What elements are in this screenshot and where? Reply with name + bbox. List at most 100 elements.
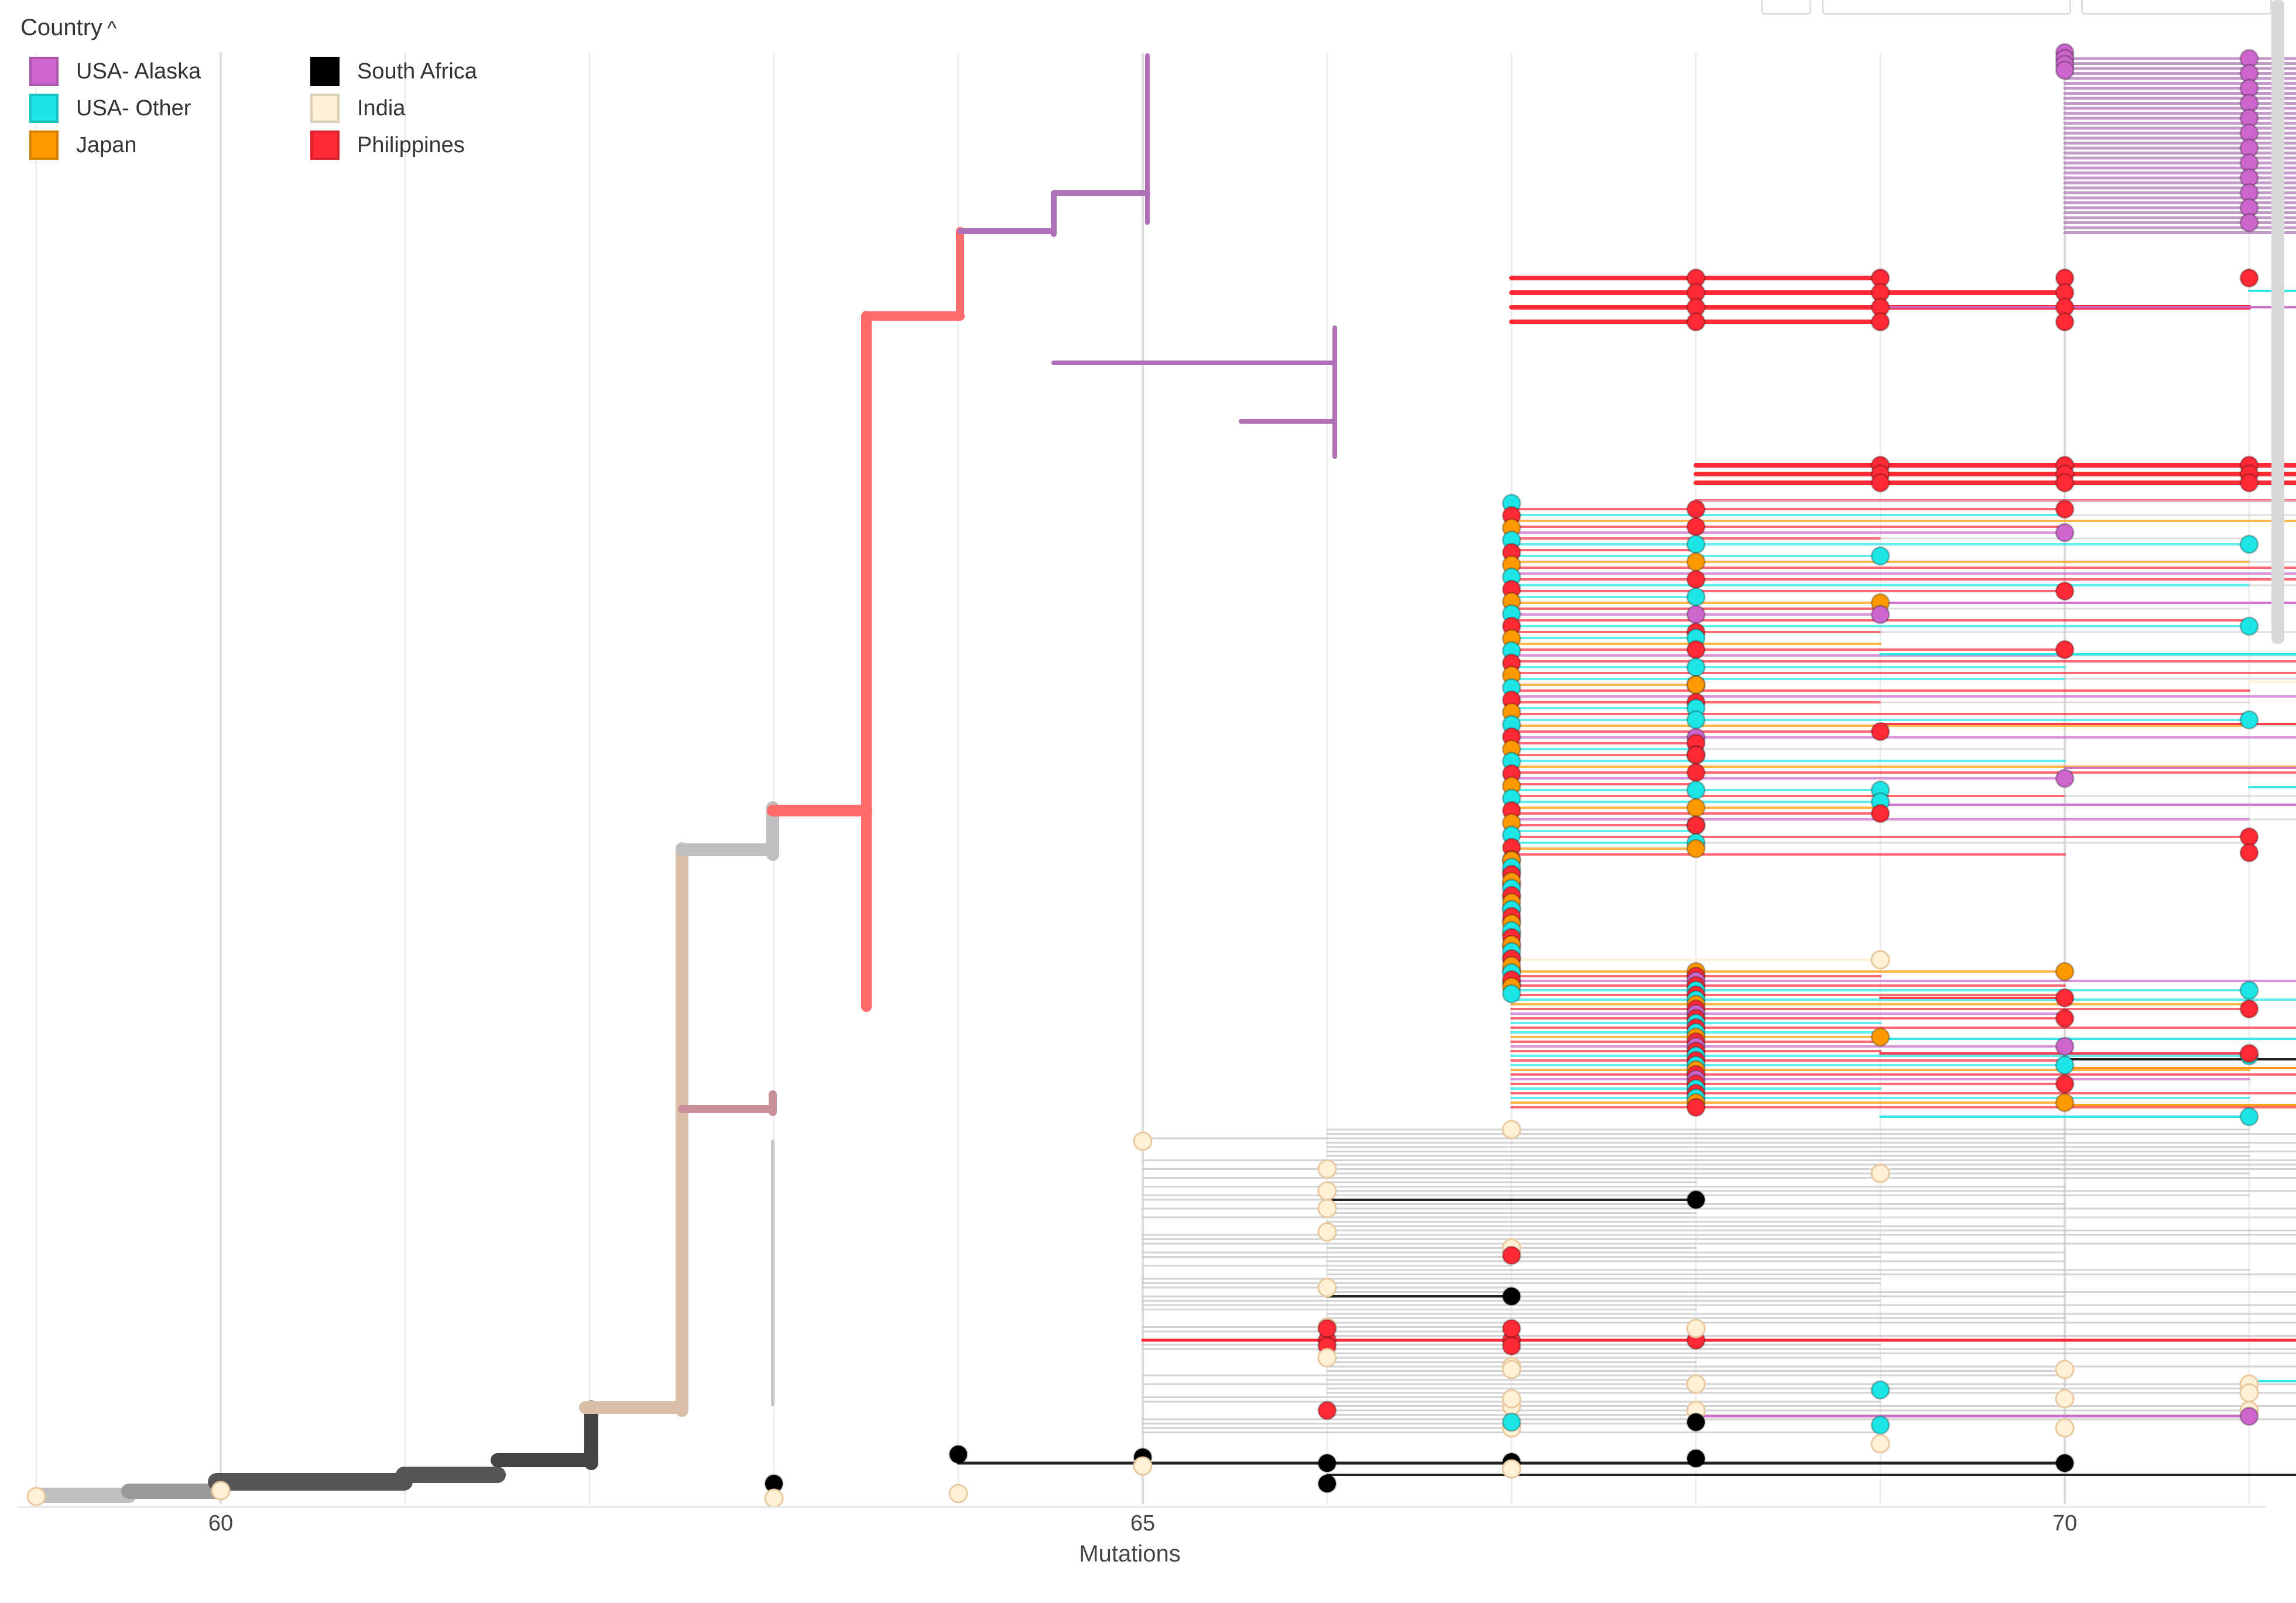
tip-point xyxy=(1686,499,1706,519)
tip-point xyxy=(1686,675,1706,695)
tip-point xyxy=(1317,1159,1337,1179)
tip-point xyxy=(1502,1286,1521,1306)
toolbar-button[interactable] xyxy=(1822,0,2071,15)
tip-point xyxy=(2239,534,2259,554)
tip-point xyxy=(1133,1131,1153,1151)
scrollbar[interactable] xyxy=(2271,0,2284,644)
tip-point xyxy=(2055,523,2075,543)
tip-point xyxy=(2055,962,2075,981)
toolbar-button[interactable] xyxy=(1761,0,1811,15)
tip-point xyxy=(2055,499,2075,519)
tip-point xyxy=(2055,988,2075,1008)
tip-point xyxy=(1686,798,1706,818)
tip-point xyxy=(2055,1389,2075,1409)
tip-point xyxy=(1317,1278,1337,1297)
tip-point xyxy=(1870,1163,1890,1183)
tip-point xyxy=(1686,1319,1706,1338)
tip-point xyxy=(2055,60,2075,80)
tip-point xyxy=(1686,1097,1706,1117)
legend-item-philippines[interactable]: Philippines xyxy=(310,128,465,163)
legend-item-japan[interactable]: Japan xyxy=(29,128,137,163)
tip-point xyxy=(1686,605,1706,624)
legend-title-text: Country xyxy=(20,15,103,40)
tip-point xyxy=(2239,268,2259,288)
tip-point xyxy=(2055,581,2075,601)
legend-item-usa-alaska[interactable]: USA- Alaska xyxy=(29,54,201,89)
tip-point xyxy=(2239,843,2259,863)
tip-point xyxy=(1870,950,1890,970)
tip-point xyxy=(1870,722,1890,742)
x-tick-label: 65 xyxy=(1130,1511,1155,1536)
tip-point xyxy=(2239,1383,2259,1403)
legend-label: Philippines xyxy=(357,132,465,157)
tip-point xyxy=(1686,1374,1706,1394)
tip-point xyxy=(2055,1055,2075,1075)
tip-point xyxy=(1686,640,1706,660)
tip-point xyxy=(1686,815,1706,835)
tip-point xyxy=(1870,1027,1890,1047)
legend-item-india[interactable]: India xyxy=(310,91,405,126)
tip-point xyxy=(1686,569,1706,589)
legend-swatch xyxy=(310,94,340,123)
tip-point xyxy=(1686,1412,1706,1432)
legend-swatch xyxy=(310,57,340,86)
tip-point xyxy=(1502,1336,1521,1356)
tip-point xyxy=(1317,1199,1337,1218)
tip-point xyxy=(2055,1074,2075,1094)
tip-point xyxy=(2055,312,2075,332)
tip-point xyxy=(2055,473,2075,493)
collapse-caret-icon[interactable]: ^ xyxy=(107,18,117,40)
x-axis-label: Mutations xyxy=(1079,1541,1180,1567)
tip-point xyxy=(1133,1456,1153,1476)
tip-point xyxy=(1317,1453,1337,1473)
tip-point xyxy=(1686,1448,1706,1468)
tree-tips xyxy=(26,43,2259,1508)
tip-point xyxy=(2055,1093,2075,1113)
tip-point xyxy=(1686,517,1706,537)
tip-point xyxy=(1502,1120,1521,1139)
tip-point xyxy=(2239,213,2259,232)
tip-point xyxy=(1870,1434,1890,1454)
tip-point xyxy=(948,1444,968,1464)
legend-item-south-africa[interactable]: South Africa xyxy=(310,54,477,89)
legend-swatch xyxy=(310,131,340,160)
tip-point xyxy=(1686,534,1706,554)
tip-point xyxy=(1317,1222,1337,1242)
tip-point xyxy=(2239,473,2259,493)
tip-point xyxy=(1870,804,1890,823)
tip-point xyxy=(1317,1181,1337,1201)
tip-point xyxy=(2239,710,2259,730)
tip-point xyxy=(1870,473,1890,493)
tip-point xyxy=(1686,710,1706,730)
tip-point xyxy=(1686,839,1706,859)
tip-point xyxy=(2055,768,2075,788)
legend-swatch xyxy=(29,94,59,123)
tip-point xyxy=(2239,999,2259,1019)
tip-point xyxy=(1686,745,1706,765)
tip-point xyxy=(1870,1380,1890,1400)
tip-point xyxy=(2055,1418,2075,1438)
tip-point xyxy=(1686,763,1706,782)
tip-point xyxy=(1317,1348,1337,1368)
toolbar-button[interactable] xyxy=(2081,0,2272,15)
tip-point xyxy=(1317,1474,1337,1494)
tip-point xyxy=(2055,1360,2075,1379)
legend-title[interactable]: Country ^ xyxy=(20,15,116,41)
tip-point xyxy=(1502,1459,1521,1479)
legend-item-usa-other[interactable]: USA- Other xyxy=(29,91,191,126)
tip-point xyxy=(1317,1319,1337,1338)
tip-point xyxy=(2239,1406,2259,1426)
tip-point xyxy=(1686,1190,1706,1210)
tip-point xyxy=(1686,587,1706,607)
legend-label: Japan xyxy=(76,132,137,157)
tree-branches xyxy=(28,53,2296,1503)
tip-point xyxy=(2239,980,2259,1000)
tip-point xyxy=(211,1481,231,1501)
tip-point xyxy=(764,1488,784,1508)
tip-point xyxy=(1502,1319,1521,1338)
tip-point xyxy=(1502,1412,1521,1432)
tip-point xyxy=(1686,780,1706,800)
legend-swatch xyxy=(29,131,59,160)
tip-point xyxy=(26,1487,46,1506)
